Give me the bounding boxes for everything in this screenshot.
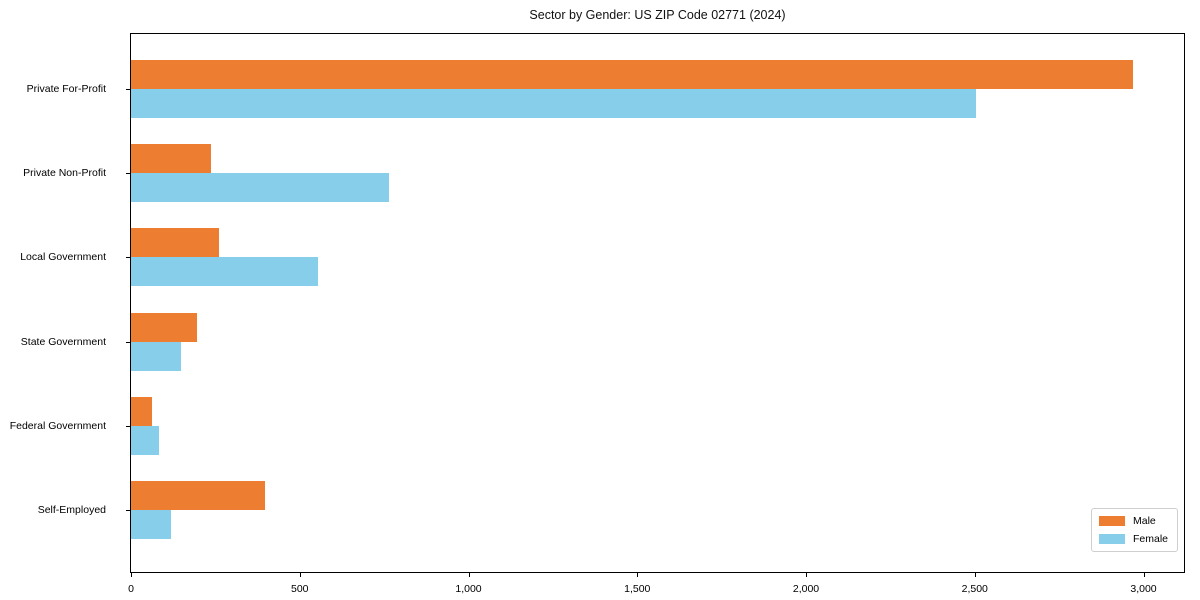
bar-male-state-government bbox=[131, 312, 198, 342]
bar-male-private-for-profit bbox=[131, 60, 1134, 89]
y-tick bbox=[126, 341, 130, 343]
x-tick bbox=[637, 573, 639, 577]
y-axis-label: State Government bbox=[20, 335, 106, 348]
bar-male-local-government bbox=[131, 228, 220, 258]
bar-female-self-employed bbox=[131, 510, 171, 539]
y-tick bbox=[126, 257, 130, 259]
y-axis-label: Private Non-Profit bbox=[23, 167, 106, 180]
legend-label-female: Female bbox=[1132, 533, 1168, 545]
x-tick-label: 3,000 bbox=[1130, 583, 1157, 595]
chart-title: Sector by Gender: US ZIP Code 02771 (202… bbox=[529, 8, 786, 22]
x-tick bbox=[131, 573, 132, 577]
plot-area: Male Female Private For-Profit Private Non… bbox=[10, 33, 1185, 595]
legend-item-female: Female bbox=[1098, 533, 1168, 545]
bar-male-private-non-profit bbox=[131, 144, 211, 174]
bar-male-self-employed bbox=[131, 481, 266, 510]
x-tick bbox=[299, 573, 301, 577]
legend-label-male: Male bbox=[1132, 515, 1156, 527]
x-tick bbox=[806, 573, 807, 577]
bar-female-private-non-profit bbox=[131, 173, 390, 203]
x-tick-label: 0 bbox=[128, 583, 134, 595]
x-tick bbox=[974, 573, 976, 577]
x-tick-label: 2,500 bbox=[961, 583, 988, 595]
y-axis-label: Local Government bbox=[20, 251, 106, 264]
x-tick-label: 1,000 bbox=[455, 583, 482, 595]
legend-item-male: Male bbox=[1098, 515, 1168, 527]
bar-male-federal-government bbox=[131, 396, 152, 426]
y-tick bbox=[126, 425, 130, 427]
bar-female-private-for-profit bbox=[131, 89, 977, 118]
y-axis-label: Federal Government bbox=[9, 419, 106, 432]
y-axis-label: Private For-Profit bbox=[26, 83, 106, 95]
legend: Male Female bbox=[1090, 508, 1178, 552]
y-axis-label: Self-Employed bbox=[37, 504, 106, 516]
bar-female-federal-government bbox=[131, 425, 159, 455]
x-tick bbox=[468, 573, 470, 577]
legend-swatch-female bbox=[1098, 534, 1125, 544]
legend-swatch-male bbox=[1098, 516, 1125, 526]
y-tick bbox=[126, 173, 130, 175]
x-tick bbox=[1143, 573, 1145, 577]
x-tick-label: 2,000 bbox=[792, 583, 820, 595]
y-tick bbox=[126, 510, 130, 511]
y-tick bbox=[126, 89, 130, 90]
bar-female-local-government bbox=[131, 257, 318, 287]
x-tick-label: 1,500 bbox=[624, 583, 651, 595]
bar-female-state-government bbox=[131, 341, 181, 371]
x-tick-label: 500 bbox=[290, 583, 309, 595]
